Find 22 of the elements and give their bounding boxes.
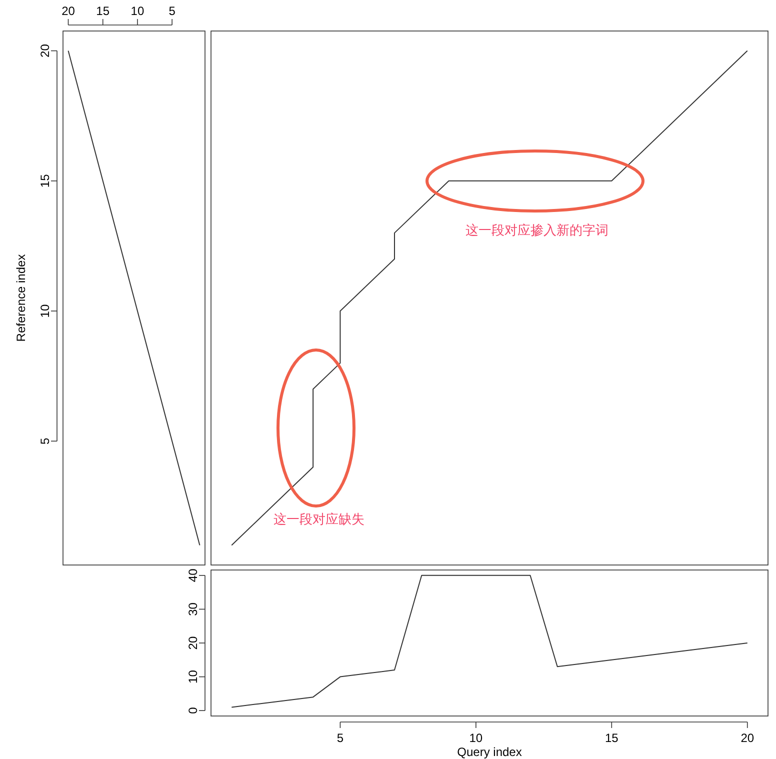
line-series: [231, 574, 748, 708]
y-tick-label: 15: [38, 174, 52, 188]
x-tick-label: 20: [62, 4, 76, 18]
x-tick-label: 15: [604, 731, 619, 745]
y-tick-label: 5: [38, 437, 52, 444]
y-tick-label: 20: [38, 44, 52, 58]
x-tick-label: 15: [96, 4, 110, 18]
y-tick-label: 0: [186, 706, 200, 714]
annotation: 这一段对应掺入新的字词: [466, 222, 608, 238]
x-axis-title: Query index: [457, 745, 522, 759]
y-tick-label: 20: [186, 636, 200, 650]
y-tick-label: 40: [186, 568, 200, 582]
x-tick-label: 5: [168, 4, 176, 18]
y-tick-label: 30: [186, 602, 200, 616]
x-tick-label: 10: [469, 731, 483, 745]
y-axis-title: Reference index: [14, 254, 28, 342]
y-tick-label: 10: [38, 304, 52, 318]
x-tick-label: 20: [740, 731, 754, 745]
annotation: 这一段对应缺失: [274, 512, 364, 526]
x-tick-label: 5: [336, 731, 344, 745]
x-tick-label: 10: [130, 4, 144, 18]
y-tick-label: 10: [186, 670, 200, 684]
